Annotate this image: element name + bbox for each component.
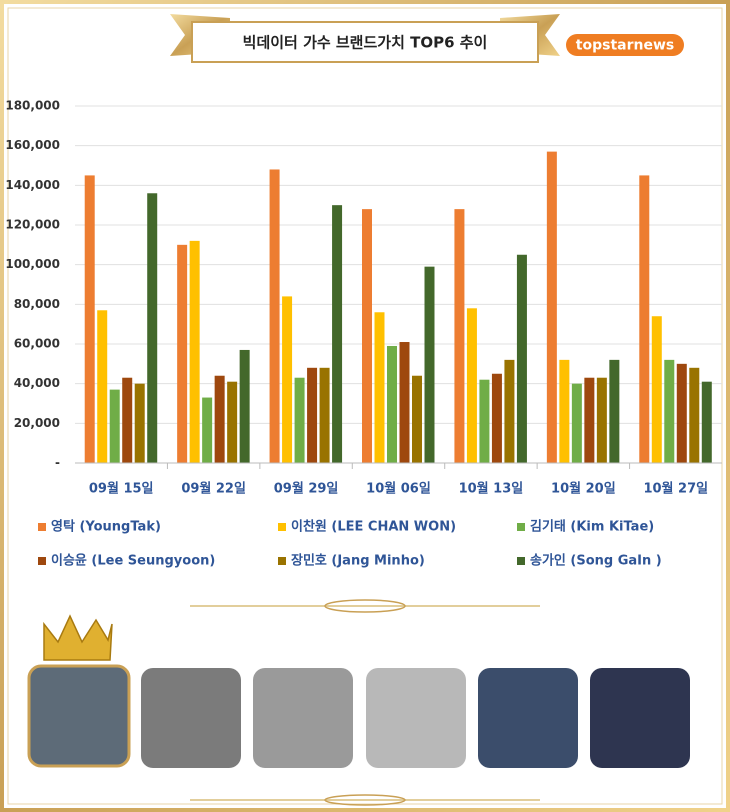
bar [399, 342, 410, 463]
bar [319, 367, 330, 463]
bar [664, 359, 675, 463]
x-tick-label: 09월 29일 [274, 481, 339, 497]
bar [239, 349, 250, 463]
y-tick-label: 40,000 [14, 376, 60, 390]
legend-swatch [517, 557, 525, 565]
bar [387, 345, 397, 463]
plot: - 20,000 40,000 60,000 80,000 100,000 120,000 1… [5, 99, 722, 569]
bar [479, 379, 490, 463]
bar [307, 367, 318, 463]
legend-label: 이승윤 (Lee Seungyoon) [51, 553, 215, 569]
bar [546, 151, 557, 463]
legend-swatch [517, 523, 525, 531]
bar [97, 310, 108, 463]
bar [109, 389, 120, 463]
bar [651, 316, 662, 463]
photo [590, 668, 690, 768]
x-tick-label: 09월 22일 [181, 481, 246, 497]
bar [294, 377, 305, 463]
y-tick-label: 180,000 [5, 99, 60, 113]
y-tick-label: 60,000 [14, 337, 60, 351]
bar [639, 175, 650, 463]
crown [43, 614, 113, 661]
bar [282, 296, 293, 463]
bar [134, 383, 145, 463]
bar [202, 397, 213, 463]
legend-swatch [278, 557, 286, 565]
bar [466, 308, 477, 463]
y-tick-label: 80,000 [14, 297, 60, 311]
logo: topstarnews [576, 38, 674, 54]
chart-title: 빅데이터 가수 브랜드가치 TOP6 추이 [243, 34, 488, 52]
bar [189, 240, 200, 463]
legend-label: 장민호 (Jang Minho) [291, 553, 425, 569]
bar [571, 383, 582, 463]
photo [366, 668, 466, 768]
bar [177, 244, 188, 463]
y-tick-label: 20,000 [14, 416, 60, 430]
legend-label: 이찬원 (LEE CHAN WON) [291, 519, 456, 535]
bar [596, 377, 607, 463]
ornament [324, 794, 406, 806]
x-tick-label: 10월 06일 [366, 481, 431, 497]
y-tick-label: 140,000 [5, 178, 60, 192]
title-banner [191, 21, 539, 63]
legend-label: 김기태 (Kim KiTae) [530, 520, 654, 535]
bar [559, 359, 570, 463]
legend-label: 영탁 (YoungTak) [51, 519, 161, 535]
photo [478, 668, 578, 768]
legend-swatch [278, 523, 286, 531]
y-tick-label: 100,000 [5, 257, 60, 271]
bar [214, 375, 225, 463]
photos [27, 664, 690, 768]
legend-swatch [38, 523, 46, 531]
photo [141, 668, 241, 768]
photo [27, 664, 131, 768]
bar [504, 359, 515, 463]
y-tick-label: 160,000 [5, 138, 60, 152]
photo [253, 668, 353, 768]
bar [227, 381, 238, 463]
bar [412, 375, 422, 463]
x-tick-label: 10월 13일 [459, 481, 524, 497]
bar [584, 377, 595, 463]
bar [454, 209, 465, 463]
bar [362, 209, 372, 463]
x-tick-label: 10월 20일 [551, 481, 616, 497]
bar [424, 266, 435, 463]
bar [147, 193, 158, 463]
y-tick-label: - [55, 456, 60, 470]
bar [609, 359, 620, 463]
legend-label: 송가인 (Song GaIn ) [530, 553, 662, 569]
logo-pill [566, 34, 684, 56]
y-tick-label: 120,000 [5, 218, 60, 232]
inner-frame [7, 7, 723, 805]
bar [269, 169, 280, 463]
bar [676, 363, 687, 463]
bar [332, 205, 343, 463]
x-tick-label: 10월 27일 [643, 481, 708, 497]
bar [689, 367, 700, 463]
x-tick-label: 09월 15일 [89, 481, 154, 497]
bar [84, 175, 95, 463]
ornament [324, 599, 406, 613]
legend-swatch [38, 557, 46, 565]
bar [374, 312, 385, 463]
bar [122, 377, 133, 463]
bar [516, 254, 527, 463]
bar [701, 381, 712, 463]
bar [491, 373, 502, 463]
